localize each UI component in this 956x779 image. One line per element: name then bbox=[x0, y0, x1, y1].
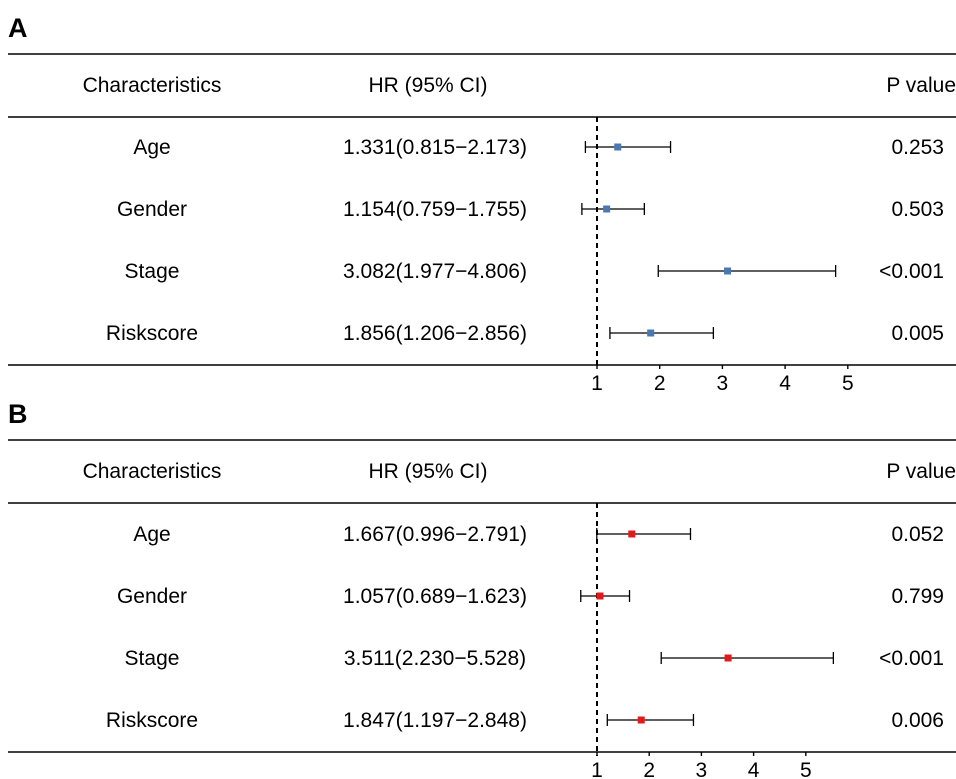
hr-point bbox=[614, 143, 622, 151]
row-pvalue: 0.006 bbox=[891, 709, 944, 732]
row-hr-text: 3.511(2.230−5.528) bbox=[344, 647, 526, 670]
row-hr-text: 1.856(1.206−2.856) bbox=[343, 322, 527, 345]
panel-label: A bbox=[8, 13, 28, 43]
row-label: Gender bbox=[117, 198, 187, 221]
hr-point bbox=[603, 205, 611, 213]
table-row: Riskscore 1.847(1.197−2.848) 0.006 bbox=[106, 709, 944, 732]
table-row: Gender 1.057(0.689−1.623) 0.799 bbox=[117, 585, 944, 608]
x-tick-label: 3 bbox=[717, 372, 729, 395]
x-tick-label: 1 bbox=[591, 372, 603, 395]
table-row: Riskscore 1.856(1.206−2.856) 0.005 bbox=[106, 322, 944, 345]
table-row: Stage 3.511(2.230−5.528) <0.001 bbox=[125, 647, 944, 670]
row-label: Gender bbox=[117, 585, 187, 608]
row-label: Age bbox=[133, 136, 170, 159]
x-tick-label: 5 bbox=[842, 372, 854, 395]
panel-label: B bbox=[8, 399, 28, 429]
header-characteristics: Characteristics bbox=[83, 74, 222, 97]
row-label: Riskscore bbox=[106, 709, 198, 732]
panel-a: A Characteristics HR (95% CI) P value Age 1.3… bbox=[8, 13, 956, 395]
row-hr-text: 3.082(1.977−4.806) bbox=[343, 260, 527, 283]
header-pvalue: P value bbox=[886, 460, 956, 483]
row-pvalue: <0.001 bbox=[879, 647, 944, 670]
row-pvalue: 0.253 bbox=[891, 136, 944, 159]
hr-point bbox=[628, 530, 636, 538]
table-row: Stage 3.082(1.977−4.806) <0.001 bbox=[125, 260, 944, 283]
panel-b: B Characteristics HR (95% CI) P value Age 1.6… bbox=[8, 399, 956, 779]
hr-point bbox=[724, 267, 732, 275]
table-row: Gender 1.154(0.759−1.755) 0.503 bbox=[117, 198, 944, 221]
row-label: Riskscore bbox=[106, 322, 198, 345]
row-pvalue: 0.799 bbox=[891, 585, 944, 608]
row-pvalue: <0.001 bbox=[879, 260, 944, 283]
table-row: Age 1.667(0.996−2.791) 0.052 bbox=[133, 523, 944, 546]
x-tick-label: 5 bbox=[800, 759, 812, 779]
row-pvalue: 0.052 bbox=[891, 523, 944, 546]
x-tick-label: 2 bbox=[643, 759, 655, 779]
table-row: Age 1.331(0.815−2.173) 0.253 bbox=[133, 136, 944, 159]
row-label: Age bbox=[133, 523, 170, 546]
row-hr-text: 1.667(0.996−2.791) bbox=[343, 523, 527, 546]
x-tick-label: 2 bbox=[654, 372, 666, 395]
row-hr-text: 1.154(0.759−1.755) bbox=[343, 198, 527, 221]
row-hr-text: 1.331(0.815−2.173) bbox=[343, 136, 527, 159]
row-label: Stage bbox=[125, 647, 180, 670]
header-hr: HR (95% CI) bbox=[368, 74, 487, 97]
x-tick-label: 4 bbox=[779, 372, 791, 395]
row-hr-text: 1.057(0.689−1.623) bbox=[343, 585, 527, 608]
x-tick-label: 4 bbox=[748, 759, 760, 779]
row-pvalue: 0.503 bbox=[891, 198, 944, 221]
row-label: Stage bbox=[125, 260, 180, 283]
header-pvalue: P value bbox=[886, 74, 956, 97]
hr-point bbox=[647, 329, 655, 337]
row-hr-text: 1.847(1.197−2.848) bbox=[343, 709, 527, 732]
row-pvalue: 0.005 bbox=[891, 322, 944, 345]
x-tick-label: 1 bbox=[591, 759, 603, 779]
hr-point bbox=[596, 592, 604, 600]
x-tick-label: 3 bbox=[696, 759, 708, 779]
hr-point bbox=[637, 716, 645, 724]
hr-point bbox=[724, 654, 732, 662]
header-characteristics: Characteristics bbox=[83, 460, 222, 483]
header-hr: HR (95% CI) bbox=[368, 460, 487, 483]
